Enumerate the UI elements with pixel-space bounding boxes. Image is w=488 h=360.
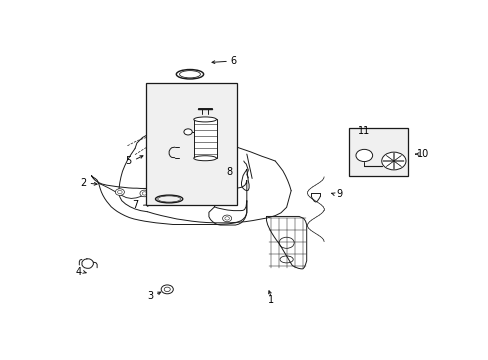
Text: 2: 2	[80, 178, 86, 188]
Ellipse shape	[182, 177, 189, 181]
Ellipse shape	[193, 117, 216, 122]
Text: 4: 4	[75, 267, 81, 277]
Ellipse shape	[183, 129, 192, 135]
Text: 5: 5	[125, 156, 131, 166]
Bar	[193, 120, 216, 158]
Circle shape	[115, 189, 124, 195]
Ellipse shape	[193, 156, 216, 161]
Circle shape	[381, 152, 405, 170]
Text: 3: 3	[147, 291, 153, 301]
Text: 6: 6	[230, 56, 236, 66]
Ellipse shape	[175, 185, 182, 189]
Bar	[348, 128, 407, 176]
Circle shape	[215, 192, 224, 199]
Circle shape	[166, 192, 175, 199]
Text: 8: 8	[226, 167, 232, 177]
Bar	[146, 84, 237, 205]
Ellipse shape	[156, 172, 163, 176]
Text: 9: 9	[336, 189, 342, 199]
Text: 10: 10	[416, 149, 428, 159]
Circle shape	[140, 190, 149, 197]
Circle shape	[161, 285, 173, 294]
Circle shape	[222, 215, 231, 222]
Ellipse shape	[163, 179, 171, 184]
Text: 7: 7	[132, 201, 138, 210]
Text: 1: 1	[268, 296, 274, 305]
Circle shape	[355, 149, 372, 162]
Text: 11: 11	[357, 126, 370, 135]
Circle shape	[191, 192, 200, 199]
